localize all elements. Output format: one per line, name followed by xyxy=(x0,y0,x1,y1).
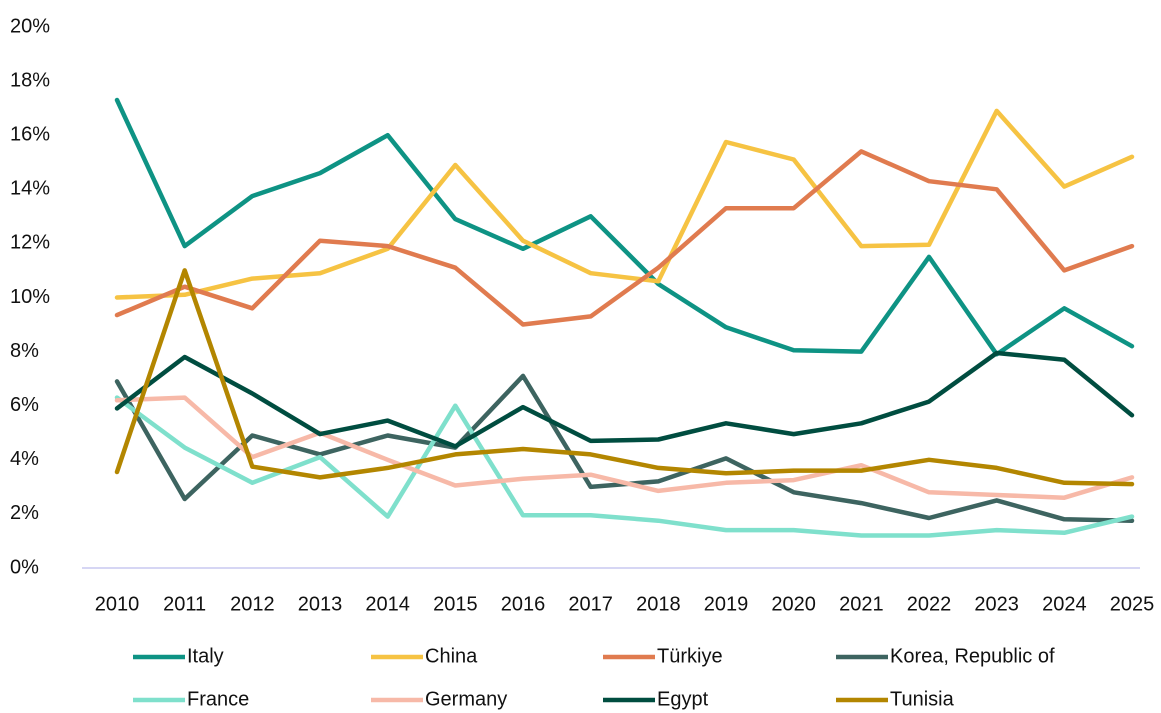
legend-label: France xyxy=(187,688,249,710)
y-tick-label: 12% xyxy=(10,232,50,254)
legend-label: Türkiye xyxy=(657,645,723,667)
series-line xyxy=(114,97,1135,357)
y-tick-label: 2% xyxy=(10,502,39,524)
y-tick-label: 6% xyxy=(10,394,39,416)
x-tick-label: 2019 xyxy=(704,593,749,615)
x-tick-label: 2012 xyxy=(230,593,275,615)
series-line xyxy=(114,395,1135,500)
series-line xyxy=(114,108,1135,300)
x-tick-label: 2023 xyxy=(974,593,1019,615)
y-tick-label: 16% xyxy=(10,123,50,145)
y-tick-label: 18% xyxy=(10,69,50,91)
x-tick-label: 2013 xyxy=(298,593,343,615)
legend-label: Germany xyxy=(425,688,507,710)
series-line xyxy=(114,373,1135,523)
x-tick-label: 2010 xyxy=(95,593,140,615)
y-tick-label: 10% xyxy=(10,286,50,308)
x-tick-label: 2025 xyxy=(1110,593,1155,615)
legend-label: China xyxy=(425,645,478,667)
series-line xyxy=(114,350,1135,449)
x-tick-label: 2021 xyxy=(839,593,884,615)
y-tick-label: 8% xyxy=(10,340,39,362)
x-tick-label: 2022 xyxy=(907,593,952,615)
x-tick-label: 2020 xyxy=(771,593,816,615)
x-tick-label: 2015 xyxy=(433,593,478,615)
x-tick-label: 2018 xyxy=(636,593,681,615)
legend-label: Korea, Republic of xyxy=(890,645,1055,667)
series-line xyxy=(114,268,1135,487)
y-tick-label: 20% xyxy=(10,15,50,37)
y-tick-label: 0% xyxy=(10,556,39,578)
legend-label: Tunisia xyxy=(890,688,955,710)
x-tick-label: 2017 xyxy=(568,593,613,615)
legend-label: Italy xyxy=(187,645,224,667)
y-tick-label: 14% xyxy=(10,178,50,200)
series-line xyxy=(114,149,1135,327)
y-tick-label: 4% xyxy=(10,448,39,470)
legend-label: Egypt xyxy=(657,688,709,710)
x-tick-label: 2014 xyxy=(365,593,410,615)
x-tick-label: 2011 xyxy=(163,593,206,615)
x-tick-label: 2016 xyxy=(501,593,546,615)
x-tick-label: 2024 xyxy=(1042,593,1087,615)
